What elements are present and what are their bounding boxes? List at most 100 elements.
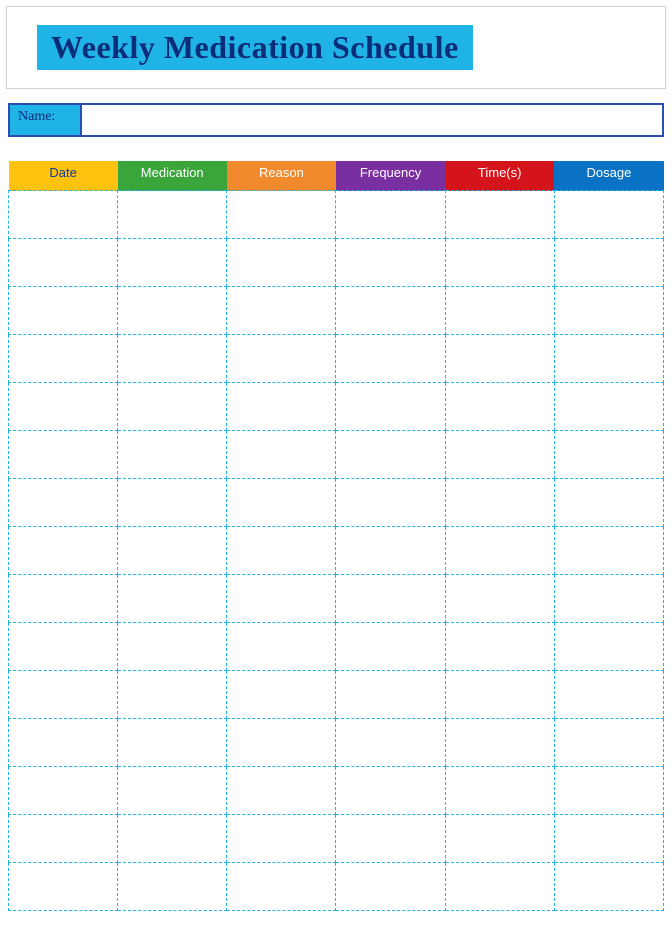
- cell-input-frequency[interactable]: [336, 335, 444, 382]
- cell-input-reason[interactable]: [227, 623, 335, 670]
- cell-input-frequency[interactable]: [336, 575, 444, 622]
- cell-input-medication[interactable]: [118, 767, 226, 814]
- cell-input-dosage[interactable]: [555, 719, 663, 766]
- cell-input-date[interactable]: [9, 671, 117, 718]
- cell-input-date[interactable]: [9, 287, 117, 334]
- cell-times: [445, 575, 554, 623]
- cell-input-date[interactable]: [9, 239, 117, 286]
- cell-input-frequency[interactable]: [336, 623, 444, 670]
- cell-dosage: [554, 815, 663, 863]
- cell-input-medication[interactable]: [118, 815, 226, 862]
- name-input[interactable]: [82, 105, 662, 135]
- cell-dosage: [554, 623, 663, 671]
- cell-input-medication[interactable]: [118, 335, 226, 382]
- cell-input-times[interactable]: [446, 431, 554, 478]
- cell-input-frequency[interactable]: [336, 239, 444, 286]
- cell-input-dosage[interactable]: [555, 479, 663, 526]
- cell-input-times[interactable]: [446, 767, 554, 814]
- cell-input-reason[interactable]: [227, 479, 335, 526]
- cell-input-times[interactable]: [446, 383, 554, 430]
- cell-input-medication[interactable]: [118, 623, 226, 670]
- cell-input-frequency[interactable]: [336, 287, 444, 334]
- cell-input-frequency[interactable]: [336, 191, 444, 238]
- cell-dosage: [554, 239, 663, 287]
- cell-input-frequency[interactable]: [336, 719, 444, 766]
- cell-input-frequency[interactable]: [336, 383, 444, 430]
- cell-input-times[interactable]: [446, 863, 554, 910]
- cell-input-reason[interactable]: [227, 287, 335, 334]
- cell-input-reason[interactable]: [227, 239, 335, 286]
- cell-input-reason[interactable]: [227, 527, 335, 574]
- cell-input-reason[interactable]: [227, 431, 335, 478]
- cell-input-frequency[interactable]: [336, 767, 444, 814]
- cell-input-frequency[interactable]: [336, 815, 444, 862]
- cell-input-dosage[interactable]: [555, 767, 663, 814]
- cell-input-medication[interactable]: [118, 527, 226, 574]
- cell-input-date[interactable]: [9, 383, 117, 430]
- cell-input-reason[interactable]: [227, 191, 335, 238]
- cell-input-times[interactable]: [446, 479, 554, 526]
- cell-input-medication[interactable]: [118, 287, 226, 334]
- cell-input-medication[interactable]: [118, 239, 226, 286]
- cell-input-reason[interactable]: [227, 383, 335, 430]
- cell-input-reason[interactable]: [227, 767, 335, 814]
- cell-input-date[interactable]: [9, 575, 117, 622]
- cell-input-medication[interactable]: [118, 719, 226, 766]
- cell-input-date[interactable]: [9, 191, 117, 238]
- cell-input-dosage[interactable]: [555, 335, 663, 382]
- cell-input-dosage[interactable]: [555, 815, 663, 862]
- cell-input-dosage[interactable]: [555, 287, 663, 334]
- cell-input-medication[interactable]: [118, 479, 226, 526]
- cell-medication: [118, 671, 227, 719]
- cell-input-reason[interactable]: [227, 335, 335, 382]
- cell-input-frequency[interactable]: [336, 431, 444, 478]
- cell-input-date[interactable]: [9, 335, 117, 382]
- cell-input-frequency[interactable]: [336, 479, 444, 526]
- cell-input-dosage[interactable]: [555, 863, 663, 910]
- cell-input-date[interactable]: [9, 863, 117, 910]
- cell-input-times[interactable]: [446, 239, 554, 286]
- cell-input-medication[interactable]: [118, 863, 226, 910]
- table-row: [9, 575, 664, 623]
- cell-input-frequency[interactable]: [336, 527, 444, 574]
- cell-input-dosage[interactable]: [555, 239, 663, 286]
- cell-input-reason[interactable]: [227, 575, 335, 622]
- cell-input-times[interactable]: [446, 671, 554, 718]
- cell-reason: [227, 671, 336, 719]
- cell-input-medication[interactable]: [118, 575, 226, 622]
- cell-input-times[interactable]: [446, 527, 554, 574]
- cell-input-date[interactable]: [9, 719, 117, 766]
- cell-input-dosage[interactable]: [555, 671, 663, 718]
- cell-input-times[interactable]: [446, 719, 554, 766]
- cell-input-times[interactable]: [446, 575, 554, 622]
- cell-input-date[interactable]: [9, 623, 117, 670]
- cell-input-date[interactable]: [9, 527, 117, 574]
- cell-input-times[interactable]: [446, 815, 554, 862]
- cell-input-dosage[interactable]: [555, 383, 663, 430]
- cell-input-date[interactable]: [9, 479, 117, 526]
- cell-input-dosage[interactable]: [555, 527, 663, 574]
- cell-input-medication[interactable]: [118, 431, 226, 478]
- cell-input-dosage[interactable]: [555, 575, 663, 622]
- cell-times: [445, 767, 554, 815]
- cell-input-reason[interactable]: [227, 719, 335, 766]
- cell-input-reason[interactable]: [227, 863, 335, 910]
- cell-input-times[interactable]: [446, 287, 554, 334]
- cell-input-frequency[interactable]: [336, 671, 444, 718]
- cell-input-date[interactable]: [9, 431, 117, 478]
- cell-frequency: [336, 719, 445, 767]
- cell-input-frequency[interactable]: [336, 863, 444, 910]
- cell-input-times[interactable]: [446, 335, 554, 382]
- cell-input-times[interactable]: [446, 191, 554, 238]
- cell-input-dosage[interactable]: [555, 191, 663, 238]
- cell-input-date[interactable]: [9, 767, 117, 814]
- cell-input-times[interactable]: [446, 623, 554, 670]
- cell-input-dosage[interactable]: [555, 623, 663, 670]
- cell-input-dosage[interactable]: [555, 431, 663, 478]
- cell-input-medication[interactable]: [118, 191, 226, 238]
- cell-input-reason[interactable]: [227, 815, 335, 862]
- cell-input-date[interactable]: [9, 815, 117, 862]
- cell-input-medication[interactable]: [118, 383, 226, 430]
- cell-input-medication[interactable]: [118, 671, 226, 718]
- cell-input-reason[interactable]: [227, 671, 335, 718]
